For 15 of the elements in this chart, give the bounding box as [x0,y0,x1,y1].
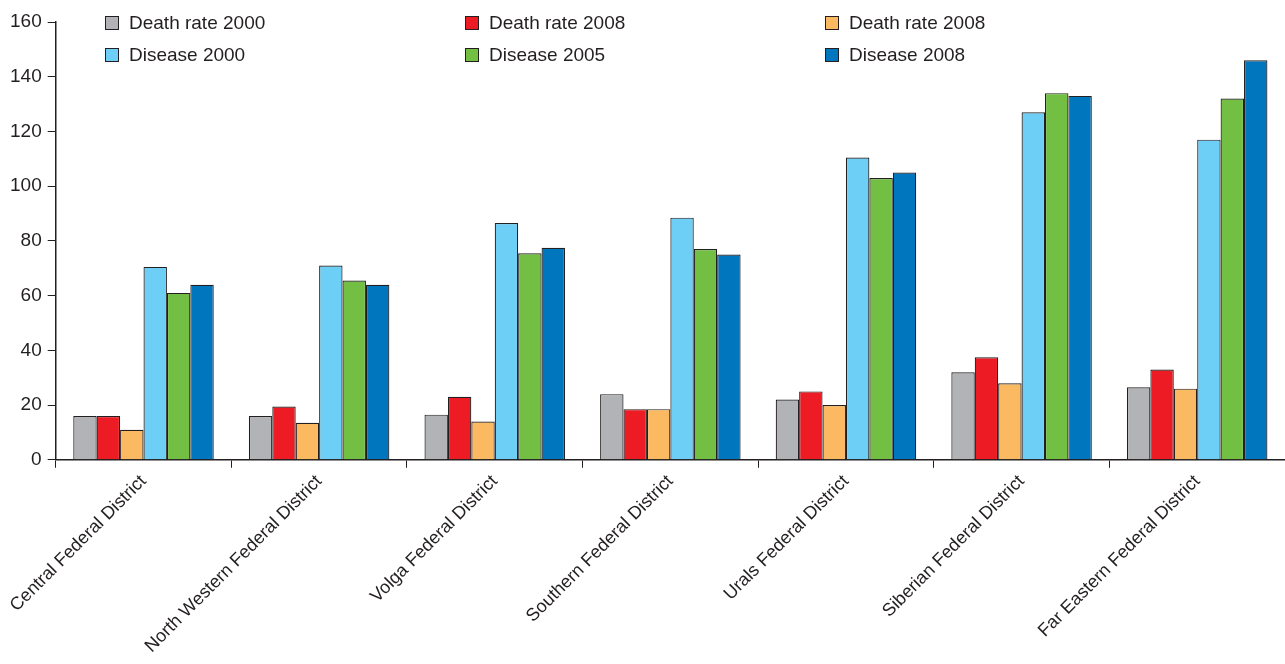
y-tick-label: 40 [20,338,42,360]
legend-label: Disease 2000 [129,44,246,66]
y-tick-label: 80 [20,229,42,251]
y-tick-label: 100 [10,174,42,196]
legend-label: Death rate 2008 [489,12,626,34]
y-tick-label: 140 [10,64,42,86]
y-tick-label: 0 [31,448,42,470]
y-tick-label: 20 [20,393,42,415]
y-tick-label: 120 [10,119,42,141]
legend-label: Disease 2005 [489,44,606,66]
legend-label: Death rate 2000 [129,12,266,34]
legend-label: Death rate 2008 [849,12,986,34]
legend-label: Disease 2008 [849,44,966,66]
y-tick-label: 60 [20,283,42,305]
y-tick-label: 160 [10,10,42,32]
